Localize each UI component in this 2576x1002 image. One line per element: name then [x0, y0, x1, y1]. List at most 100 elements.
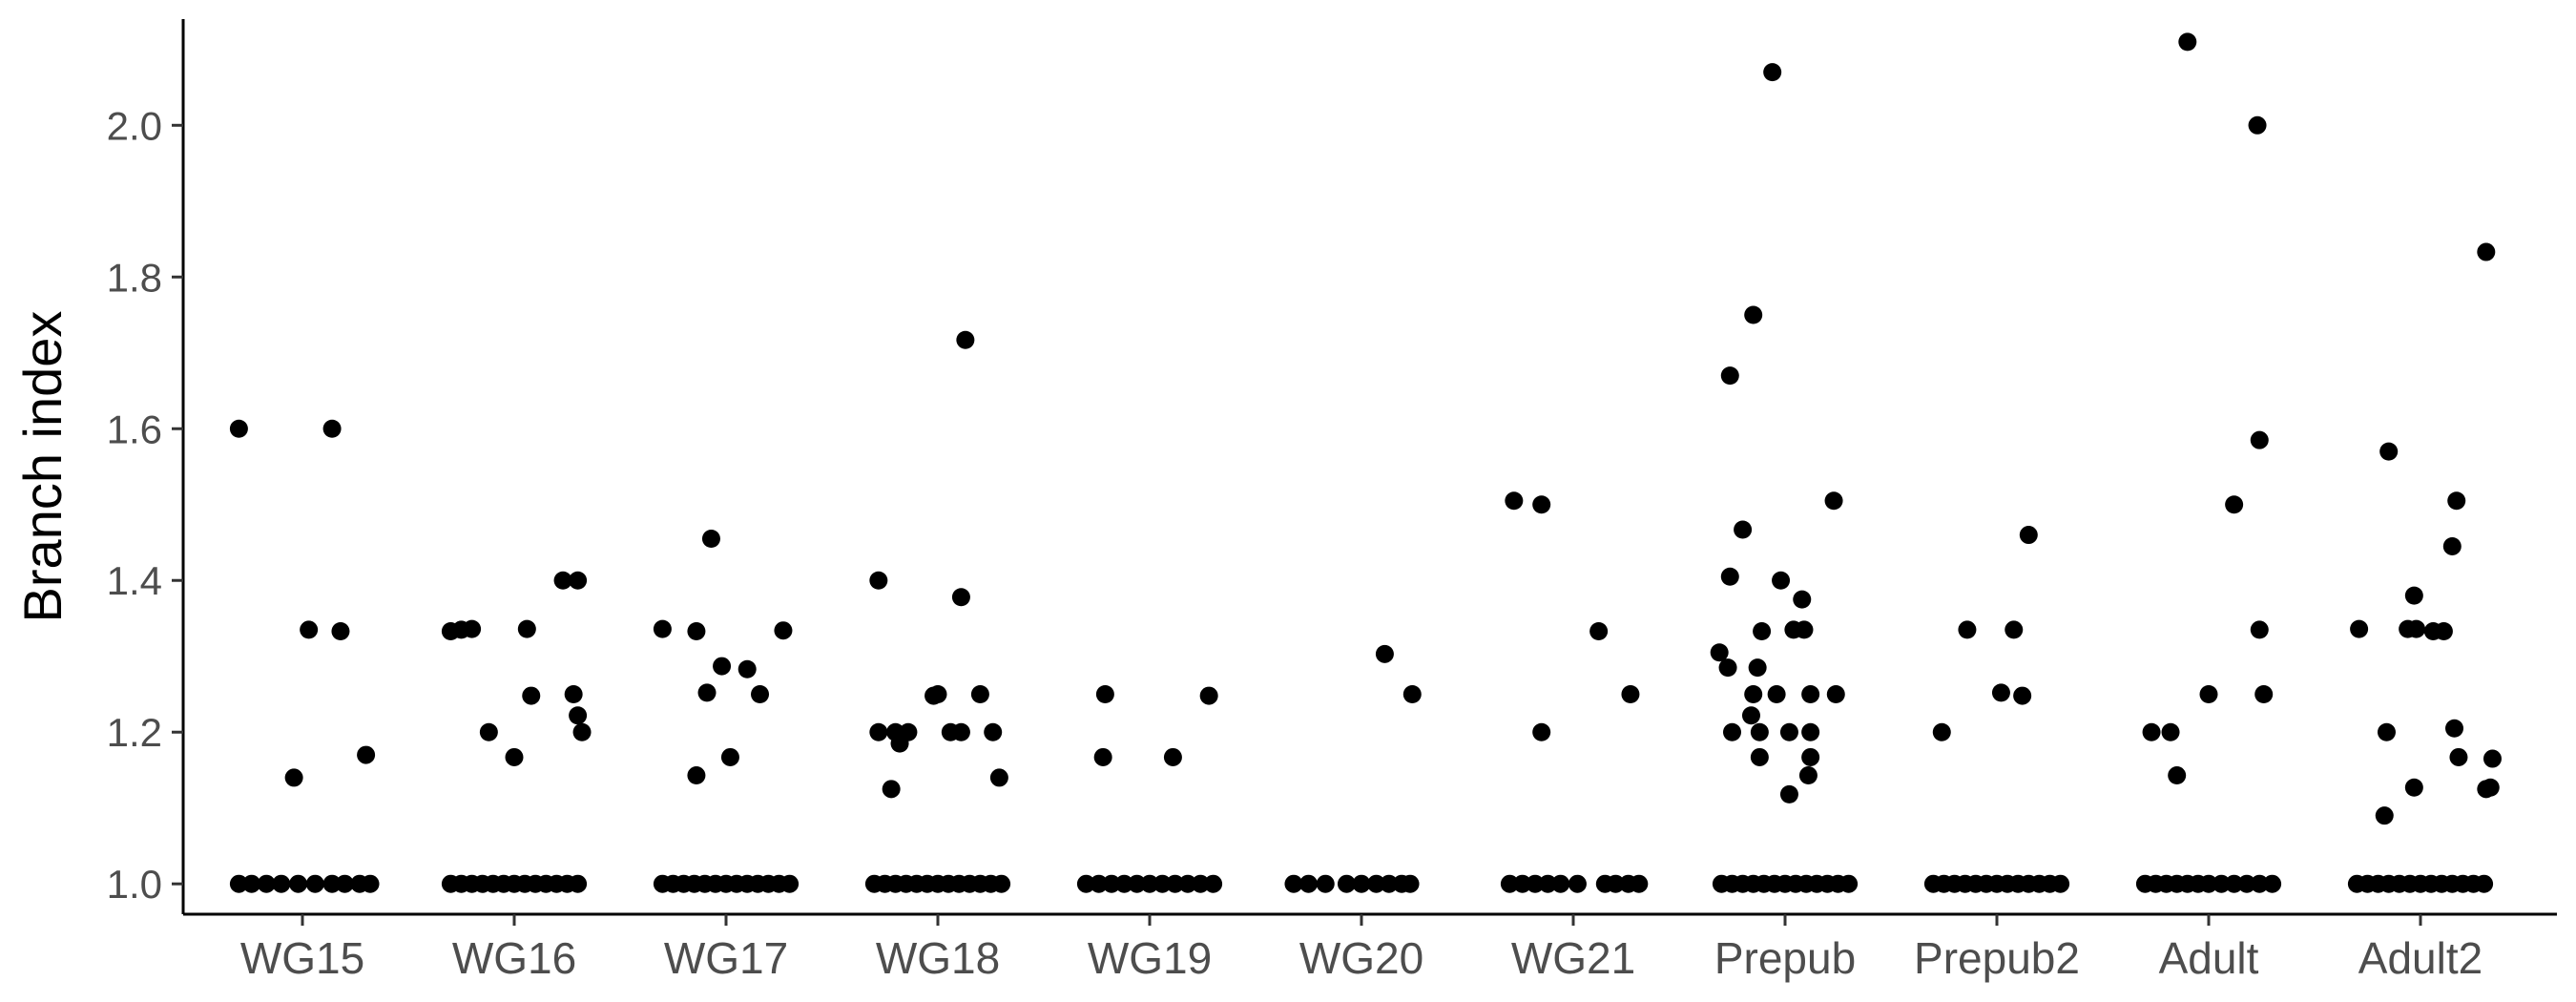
data-point-wg21	[1551, 874, 1570, 893]
y-tick-label: 1.4	[107, 558, 162, 603]
x-tick-label-wg17: WG17	[664, 933, 788, 983]
data-point-adult	[2225, 874, 2244, 893]
data-point-wg19	[1093, 747, 1112, 766]
data-point-wg15	[322, 419, 342, 438]
data-point-wg21	[1532, 495, 1551, 514]
data-point-wg18	[869, 571, 888, 590]
data-point-wg15	[257, 874, 276, 893]
data-point-wg20	[1380, 874, 1399, 893]
data-point-wg18	[956, 330, 975, 349]
data-point-prepub	[1767, 684, 1786, 703]
data-point-prepub	[1723, 722, 1741, 741]
data-point-wg18	[992, 874, 1011, 893]
data-point-wg15	[322, 874, 342, 893]
data-point-adult2	[2475, 874, 2494, 893]
data-point-wg15	[229, 419, 248, 438]
data-point-prepub	[1720, 567, 1739, 586]
data-point-wg15	[357, 745, 376, 764]
data-point-wg18	[951, 588, 970, 607]
x-tick-label-prepub2: Prepub2	[1914, 933, 2080, 983]
y-tick-label: 2.0	[107, 103, 162, 148]
data-point-prepub	[1750, 747, 1769, 766]
data-point-wg16	[463, 619, 482, 638]
data-point-prepub	[1720, 366, 1739, 386]
x-tick-label-wg18: WG18	[876, 933, 1000, 983]
data-point-adult	[2161, 722, 2180, 741]
y-tick-label: 1.2	[107, 710, 162, 755]
data-point-wg21	[1513, 874, 1532, 893]
data-point-wg21	[1621, 684, 1640, 703]
data-point-wg20	[1367, 874, 1386, 893]
y-axis: 1.0 1.2 1.4 1.6 1.8 2.0	[107, 19, 185, 914]
data-point-wg16	[572, 722, 592, 741]
data-point-wg19	[1178, 874, 1197, 893]
x-axis: WG15 WG16 WG17 WG18 WG19 WG20 WG21 Prepub Prepub…	[183, 912, 2557, 983]
data-point-wg15	[335, 874, 354, 893]
data-point-wg17	[774, 621, 793, 640]
data-point-prepub	[1779, 784, 1798, 804]
data-point-wg20	[1401, 874, 1420, 893]
data-point-wg18	[984, 722, 1003, 741]
data-point-adult	[2248, 115, 2267, 135]
data-point-wg15	[361, 874, 380, 893]
data-point-wg17	[653, 619, 672, 638]
data-point-adult2	[2350, 619, 2369, 638]
data-point-adult	[2254, 684, 2274, 703]
data-point-wg19	[1076, 874, 1095, 893]
data-point-adult2	[2483, 749, 2502, 768]
data-point-wg18	[989, 768, 1008, 787]
data-point-wg19	[1166, 874, 1185, 893]
data-point-wg15	[305, 874, 324, 893]
data-point-adult	[2142, 722, 2161, 741]
data-point-prepub	[1744, 305, 1763, 324]
data-point-prepub	[1824, 491, 1843, 511]
x-tick-label-adult2: Adult2	[2358, 933, 2483, 983]
x-tick-label-wg21: WG21	[1511, 933, 1635, 983]
data-point-prepub	[1741, 706, 1760, 725]
data-point-wg16	[564, 684, 583, 703]
data-point-wg16	[569, 874, 588, 893]
data-point-prepub	[1801, 684, 1820, 703]
data-point-adult	[2168, 766, 2187, 785]
data-point-prepub	[1795, 620, 1814, 639]
data-point-adult	[2263, 874, 2282, 893]
data-point-prepub	[1826, 684, 1845, 703]
data-point-adult	[2199, 874, 2218, 893]
data-point-adult	[2225, 495, 2244, 514]
data-point-prepub	[1750, 722, 1769, 741]
data-point-prepub	[1772, 571, 1791, 590]
data-point-prepub	[1779, 722, 1798, 741]
data-point-wg20	[1402, 684, 1422, 703]
data-point-prepub	[1839, 874, 1859, 893]
data-point-prepub	[1753, 621, 1772, 640]
data-point-wg19	[1090, 874, 1109, 893]
data-point-wg15	[300, 620, 319, 639]
data-point-adult2	[2404, 586, 2423, 605]
data-points	[229, 32, 2502, 893]
y-axis-title: Branch index	[12, 311, 73, 623]
data-point-wg19	[1204, 874, 1223, 893]
data-point-wg19	[1102, 874, 1121, 893]
data-point-wg19	[1095, 684, 1114, 703]
data-point-wg21	[1630, 874, 1649, 893]
data-point-wg21	[1505, 491, 1524, 511]
data-point-prepub2	[1932, 722, 1951, 741]
data-point-adult2	[2449, 747, 2468, 766]
data-point-adult	[2199, 684, 2218, 703]
data-point-prepub	[1801, 722, 1820, 741]
data-point-prepub2	[2019, 526, 2038, 545]
data-point-prepub	[1801, 747, 1820, 766]
data-point-adult2	[2447, 491, 2466, 511]
data-point-wg19	[1140, 874, 1159, 893]
data-point-wg20	[1337, 874, 1356, 893]
data-point-wg17	[713, 657, 732, 676]
data-point-adult2	[2442, 536, 2462, 555]
data-point-wg19	[1191, 874, 1210, 893]
x-tick-label-prepub: Prepub	[1714, 933, 1856, 983]
x-tick-label-wg20: WG20	[1299, 933, 1423, 983]
x-tick-label-wg19: WG19	[1088, 933, 1212, 983]
data-point-wg19	[1199, 686, 1218, 705]
data-point-wg15	[272, 874, 291, 893]
data-point-wg16	[553, 571, 572, 590]
